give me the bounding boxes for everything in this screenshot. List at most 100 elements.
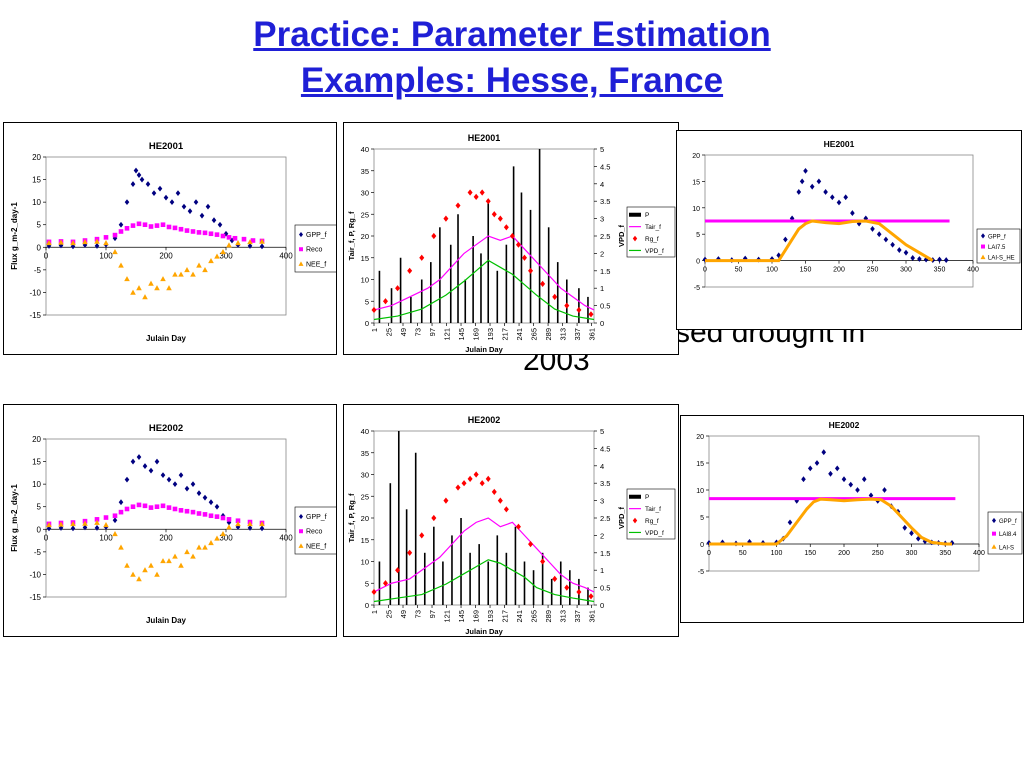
legend-label-nee-f: NEE_f <box>306 543 326 550</box>
chart-title: HE2001 <box>468 133 501 143</box>
point-gpp-f <box>226 519 232 526</box>
point-reco <box>196 511 202 516</box>
x-tick-label: 200 <box>159 533 173 542</box>
series-line-lai-s-he <box>705 219 934 263</box>
y-tick-label: 20 <box>32 435 41 444</box>
point-nee-f <box>247 239 253 245</box>
y2-tick-label: 3.5 <box>600 197 610 206</box>
point-nee-f <box>160 276 166 282</box>
point-reco <box>202 230 208 236</box>
point-gpp-f <box>890 241 895 248</box>
y2-tick-label: 4.5 <box>600 162 610 171</box>
y-tick-label: 40 <box>361 145 369 154</box>
point-rg-f <box>479 480 485 487</box>
point-nee-f <box>259 521 265 527</box>
point-nee-f <box>172 271 178 277</box>
x-tick-label: 289 <box>544 328 553 341</box>
x-tick-label: 145 <box>457 328 466 341</box>
y-tick-label: 25 <box>361 210 369 219</box>
series-line-vpd-f <box>373 559 595 603</box>
point-gpp-f <box>917 256 922 262</box>
x-tick-label: 313 <box>559 328 568 341</box>
point-nee-f <box>148 562 154 568</box>
point-nee-f <box>220 249 226 255</box>
point-rg-f <box>515 523 521 530</box>
point-gpp-f <box>199 212 205 219</box>
y-axis-label: Flux g_m-2_day-1 <box>10 202 19 270</box>
x-axis-label: Julain Day <box>465 627 503 636</box>
point-gpp-f <box>193 199 199 206</box>
legend-label-nee-f: NEE_f <box>306 261 326 268</box>
y-tick-label: 30 <box>361 471 369 480</box>
point-gpp-f <box>776 252 781 259</box>
point-gpp-f <box>145 181 151 187</box>
x-tick-label: 50 <box>735 267 743 274</box>
point-reco <box>190 229 196 234</box>
point-gpp-f <box>148 467 154 474</box>
y2-tick-label: 4 <box>600 462 604 471</box>
point-gpp-f <box>133 167 139 174</box>
y2-tick-label: 5 <box>600 145 604 154</box>
point-gpp-f <box>830 194 835 201</box>
chart-he2002-meteo: HE2002 0 5 10 15 20 25 30 35 40 1 25 49 73 97 121 145 169… <box>343 404 679 637</box>
legend-label-vpd-f: VPD_f <box>645 530 664 537</box>
point-rg-f <box>588 311 594 318</box>
legend-label-gpp-f: GPP_f <box>306 514 327 521</box>
point-gpp-f <box>850 210 855 216</box>
point-rg-f <box>467 189 473 196</box>
legend-label-p: P <box>645 494 649 501</box>
point-gpp-f <box>247 525 253 531</box>
y-tick-label: 0 <box>696 259 700 266</box>
point-nee-f <box>118 262 124 268</box>
x-tick-label: 400 <box>967 267 979 274</box>
point-reco <box>166 505 172 510</box>
y-tick-label: -5 <box>34 266 42 275</box>
point-nee-f <box>154 285 160 291</box>
y2-tick-label: 2 <box>600 249 604 258</box>
x-tick-label: 1 <box>370 328 379 332</box>
point-gpp-f <box>58 242 64 249</box>
point-gpp-f <box>130 458 136 465</box>
point-gpp-f <box>130 181 136 187</box>
point-nee-f <box>202 267 208 273</box>
point-rg-f <box>576 306 582 314</box>
point-gpp-f <box>883 236 889 243</box>
legend-key-lai-s <box>991 544 997 549</box>
point-reco <box>232 235 238 241</box>
chart-he2001-lai: HE2001 -5 0 5 10 15 20 0 50 100 150 200 250 300 350 400… <box>676 130 1022 330</box>
point-nee-f <box>103 521 109 528</box>
legend-key-gpp-f <box>299 231 303 238</box>
x-tick-label: 193 <box>486 328 495 341</box>
point-rg-f <box>503 506 509 513</box>
legend-label-lai8-4: LAI8.4 <box>999 532 1017 538</box>
point-reco <box>184 508 190 514</box>
y2-tick-label: 2 <box>600 531 604 540</box>
point-nee-f <box>82 239 88 245</box>
y-tick-label: -5 <box>34 548 42 557</box>
point-nee-f <box>226 242 232 248</box>
y-tick-label: 10 <box>32 480 41 489</box>
y2-tick-label: 1.5 <box>600 549 610 558</box>
x-tick-label: 49 <box>399 610 408 618</box>
point-nee-f <box>208 540 214 546</box>
legend-label-gpp-f: GPP_f <box>306 232 327 239</box>
y-tick-label: 25 <box>361 492 369 501</box>
point-gpp-f <box>259 525 265 532</box>
point-rg-f <box>503 224 509 231</box>
y-tick-label: 15 <box>361 254 369 263</box>
point-reco <box>250 238 256 243</box>
point-rg-f <box>540 280 546 287</box>
legend-key-lai7-5 <box>981 244 985 249</box>
point-nee-f <box>136 285 142 291</box>
point-nee-f <box>94 238 100 244</box>
y2-tick-label: 1.5 <box>600 267 610 276</box>
y-tick-label: -10 <box>29 288 41 297</box>
point-gpp-f <box>82 524 88 531</box>
x-tick-label: 400 <box>279 251 293 260</box>
point-gpp-f <box>184 485 190 492</box>
y-tick-label: 10 <box>32 198 41 207</box>
y2-tick-label: 0.5 <box>600 302 610 311</box>
y-tick-label: 0 <box>37 243 42 252</box>
point-gpp-f <box>46 525 52 532</box>
point-nee-f <box>184 267 190 273</box>
